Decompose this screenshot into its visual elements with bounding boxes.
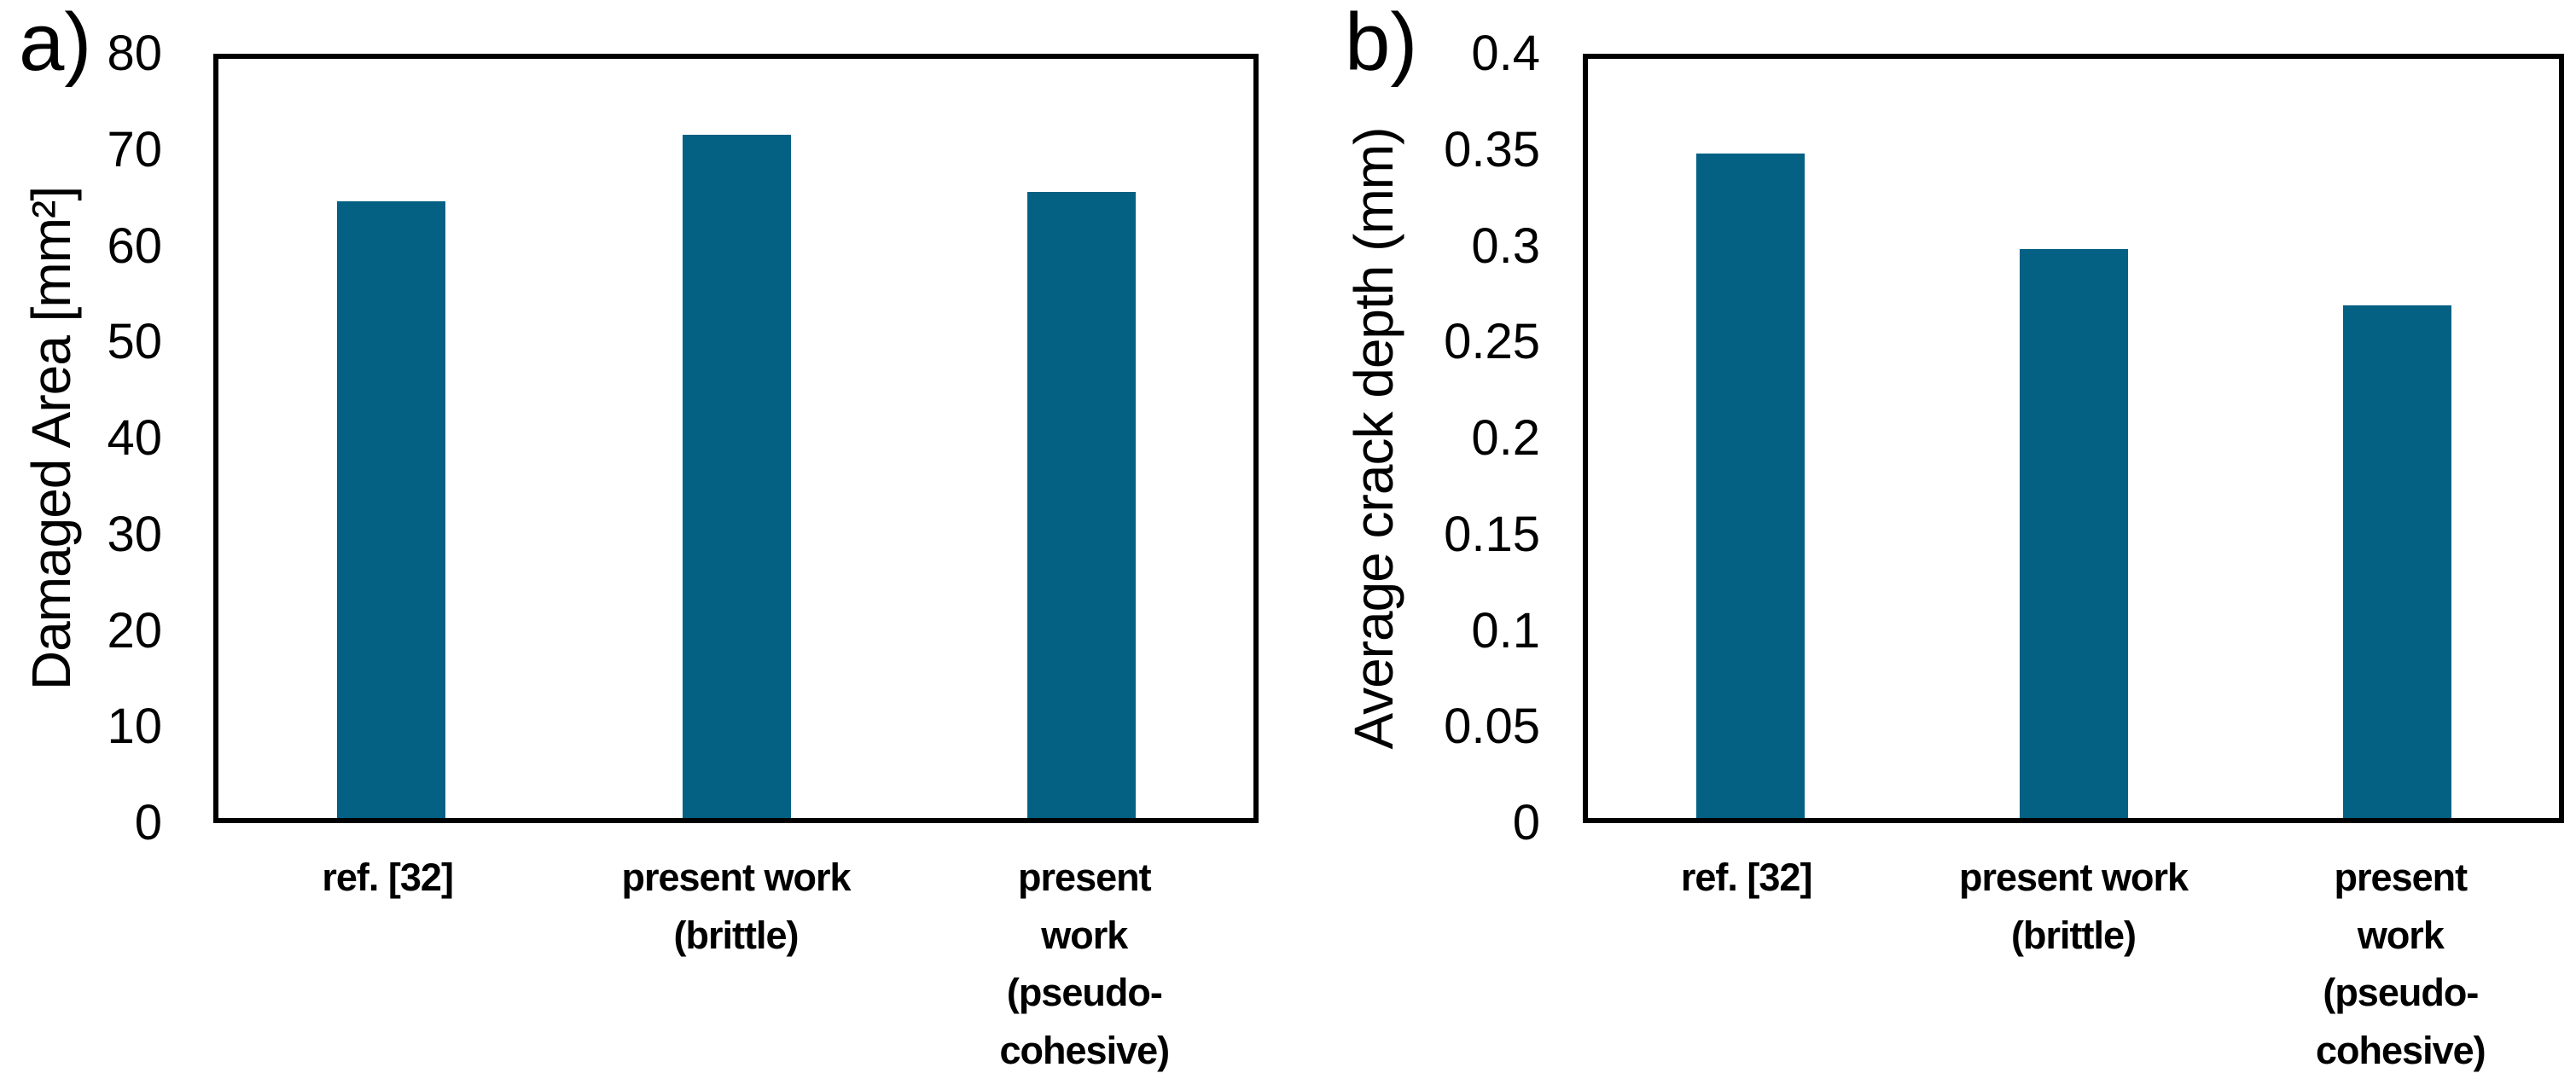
- y-tick-label: 50: [107, 314, 162, 370]
- bar-ref. [32]: [337, 200, 446, 818]
- x-category-label: present work (brittle): [1958, 856, 2189, 957]
- x-axis-category-labels-a: ref. [32] present work (brittle) present w…: [213, 849, 1259, 1072]
- plot-area-a: [213, 54, 1259, 823]
- y-tick-label: 0.05: [1444, 699, 1540, 755]
- plot-area-b: [1583, 54, 2564, 823]
- y-tick-label: 0.25: [1444, 314, 1540, 370]
- y-tick-label: 80: [107, 26, 162, 81]
- x-axis-category-labels-b: ref. [32] present work (brittle) present w…: [1583, 849, 2564, 1072]
- y-tick-label: 0: [134, 795, 162, 850]
- y-tick-label: 0.2: [1471, 410, 1540, 466]
- panel-label-a: a): [19, 0, 92, 88]
- bar-present work (brittle): [682, 135, 791, 818]
- x-category-label: present work (pseudo-cohesive): [2316, 856, 2486, 1072]
- bar-present work (pseudo-cohesive): [1026, 191, 1136, 818]
- y-tick-label: 70: [107, 121, 162, 177]
- x-category-label: ref. [32]: [322, 856, 454, 899]
- x-category-label: ref. [32]: [1680, 856, 1813, 899]
- y-tick-label: 60: [107, 218, 162, 274]
- y-tick-label: 0.3: [1471, 218, 1540, 274]
- y-tick-label: 0: [1512, 795, 1540, 850]
- x-category-label: present work (brittle): [621, 856, 851, 957]
- y-tick-label: 0.35: [1444, 121, 1540, 177]
- bar-present work (pseudo-cohesive): [2343, 305, 2452, 818]
- bar-ref. [32]: [1695, 154, 1805, 818]
- y-tick-label: 0.4: [1471, 26, 1540, 81]
- y-tick-label: 20: [107, 602, 162, 658]
- y-tick-label: 30: [107, 506, 162, 562]
- bar-present work (brittle): [2020, 248, 2128, 818]
- y-tick-label: 10: [107, 699, 162, 755]
- y-tick-label: 0.1: [1471, 602, 1540, 658]
- chart-panel-a: a) Damaged Area [mm²] 0 10 20 30 40 50 60 70 80 …: [0, 0, 1288, 1072]
- panel-label-b: b): [1345, 0, 1418, 88]
- x-category-label: present work (pseudo-cohesive): [999, 856, 1171, 1072]
- y-tick-label: 0.15: [1444, 506, 1540, 562]
- y-axis-tick-labels-a: 0 10 20 30 40 50 60 70 80: [0, 29, 162, 848]
- y-axis-tick-labels-b: 0 0.05 0.1 0.15 0.2 0.25 0.3 0.35 0.4: [1288, 29, 1540, 848]
- y-tick-label: 40: [107, 410, 162, 466]
- chart-panel-b: b) Average crack depth (mm) 0 0.05 0.1 0.15…: [1288, 0, 2576, 1072]
